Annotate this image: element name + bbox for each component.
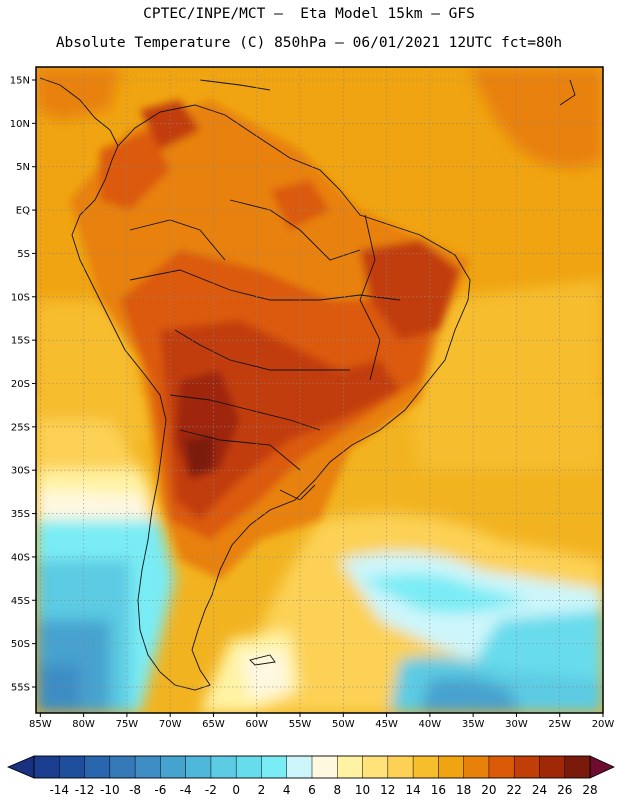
lat-label: 35S: [11, 509, 30, 520]
colorbar-label: -8: [129, 783, 141, 797]
lat-label: 25S: [11, 422, 30, 433]
lat-label: 15S: [11, 336, 30, 347]
temperature-field: [36, 67, 603, 713]
chart-title-line2: Absolute Temperature (C) 850hPa – 06/01/…: [55, 35, 563, 51]
colorbar-swatch: [488, 755, 515, 779]
lat-label: 5N: [16, 162, 30, 173]
lon-label: 80W: [72, 719, 95, 730]
colorbar-label: 12: [380, 783, 395, 797]
longitude-labels: 85W 80W 75W 70W 65W 60W 55W 50W 45W 40W 35W 30W 25W 2…: [29, 719, 614, 730]
colorbar-swatch: [235, 755, 263, 779]
map-grid: [36, 67, 604, 713]
colorbar-swatch: [539, 755, 566, 779]
colorbar-label: 8: [333, 783, 341, 797]
lat-label: 50S: [11, 639, 30, 650]
lat-label: 55S: [11, 682, 30, 693]
colorbar-labels: -14 -12 -10 -8 -6 -4 -2 0 2 4 6 8 10 12 14 16 18 20 22 24 26…: [49, 783, 597, 797]
colorbar-swatch: [160, 755, 187, 779]
coastline: [39, 77, 576, 691]
colorbar-swatch: [412, 755, 439, 779]
colorbar-label: -2: [205, 783, 217, 797]
lon-label: 45W: [375, 719, 398, 730]
colorbar-swatch: [33, 755, 60, 779]
colorbar-swatch: [362, 755, 389, 779]
colorbar-swatch: [134, 755, 161, 779]
colorbar-label: 20: [481, 783, 496, 797]
colorbar-swatch: [337, 755, 364, 779]
colorbar-end-high: [589, 755, 615, 779]
colorbar-label: 26: [557, 783, 572, 797]
colorbar-label: 0: [232, 783, 240, 797]
colorbar-swatch: [438, 755, 465, 779]
colorbar-label: 18: [456, 783, 471, 797]
lat-label: 15N: [10, 76, 30, 87]
lat-label: 30S: [11, 466, 30, 477]
lon-label: 70W: [159, 719, 182, 730]
lat-label: 10N: [10, 119, 30, 130]
colorbar: [6, 755, 615, 779]
colorbar-swatch: [84, 755, 111, 779]
lon-label: 35W: [462, 719, 485, 730]
lon-label: 55W: [289, 719, 312, 730]
lon-label: 40W: [419, 719, 442, 730]
colorbar-swatch: [311, 755, 338, 779]
lat-label: 20S: [11, 379, 30, 390]
lat-label: EQ: [16, 206, 30, 217]
colorbar-swatch: [463, 755, 490, 779]
colorbar-label: -6: [154, 783, 166, 797]
colorbar-swatch: [109, 755, 136, 779]
lon-label: 60W: [245, 719, 268, 730]
lon-label: 65W: [202, 719, 225, 730]
lat-label: 40S: [11, 552, 30, 563]
lon-label: 85W: [29, 719, 52, 730]
colorbar-label: 24: [532, 783, 547, 797]
colorbar-swatch: [387, 755, 414, 779]
map-frame: [35, 66, 604, 714]
colorbar-swatch: [513, 755, 541, 779]
colorbar-swatch: [286, 755, 313, 779]
colorbar-swatch: [185, 755, 212, 779]
lat-label: 45S: [11, 596, 30, 607]
colorbar-label: 16: [431, 783, 446, 797]
lon-label: 50W: [332, 719, 355, 730]
colorbar-frame: [33, 755, 591, 779]
latitude-labels: 15N 10N 5N EQ 5S 10S 15S 20S 25S 30S 35S 40S 45S 50S 5…: [10, 76, 30, 694]
lat-label: 5S: [17, 249, 30, 260]
colorbar-label: 6: [308, 783, 316, 797]
colorbar-label: 10: [355, 783, 370, 797]
colorbar-label: -14: [49, 783, 69, 797]
colorbar-label: -12: [75, 783, 95, 797]
colorbar-label: -10: [100, 783, 120, 797]
colorbar-label: 28: [582, 783, 597, 797]
colorbar-label: 14: [405, 783, 420, 797]
lon-label: 75W: [116, 719, 139, 730]
chart-title-line1: CPTEC/INPE/MCT – Eta Model 15km – GFS: [143, 6, 475, 22]
colorbar-swatch: [210, 755, 237, 779]
axis-ticks: [32, 79, 604, 717]
colorbar-end-low: [6, 755, 35, 779]
colorbar-label: -4: [180, 783, 192, 797]
colorbar-label: 22: [507, 783, 522, 797]
colorbar-label: 2: [258, 783, 266, 797]
lon-label: 30W: [505, 719, 528, 730]
colorbar-swatch: [59, 755, 86, 779]
colorbar-swatch: [564, 755, 591, 779]
colorbar-label: 4: [283, 783, 291, 797]
colorbar-swatch: [261, 755, 288, 779]
lon-label: 25W: [548, 719, 571, 730]
lon-label: 20W: [592, 719, 615, 730]
lat-label: 10S: [11, 292, 30, 303]
